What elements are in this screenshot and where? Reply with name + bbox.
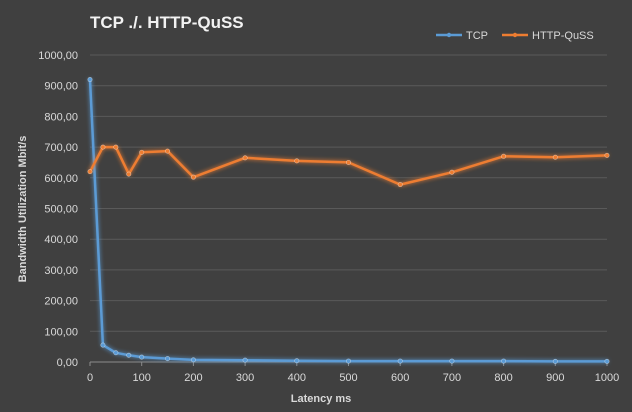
data-point-tcp [139,354,145,360]
data-point-tcp [100,342,106,348]
legend-label-tcp: TCP [466,30,488,42]
data-point-tcp [165,356,171,362]
data-point-http-quss [501,153,507,159]
series-http-quss [87,144,610,188]
x-tick-label: 500 [339,372,357,384]
data-point-http-quss [604,152,610,158]
data-point-tcp [126,352,132,358]
legend-item-tcp: TCP [436,30,488,42]
series-tcp [87,77,610,364]
data-point-tcp [190,357,196,363]
legend-label-http-quss: HTTP-QuSS [532,30,594,42]
x-tick-label: 600 [391,372,409,384]
y-tick-label: 800,00 [44,111,78,123]
y-axis-label: Bandwidth Utilization Mbit/s [17,136,29,283]
data-point-http-quss [242,155,248,161]
data-point-http-quss [345,159,351,165]
data-point-tcp [345,358,351,364]
y-tick-label: 700,00 [44,142,78,154]
y-axis-tick-labels: 0,00 100,00 200,00 300,00 400,00 500,00 600,00… [38,50,78,369]
data-point-tcp [449,358,455,364]
x-tick-label: 400 [288,372,306,384]
y-tick-label: 100,00 [44,326,78,338]
y-tick-label: 200,00 [44,296,78,308]
x-tick-label: 1000 [595,372,619,384]
data-point-http-quss [126,171,132,177]
x-axis-tick-labels: 0 100 200 300 400 500 600 700 800 900 1000 [87,372,619,384]
data-point-http-quss [294,158,300,164]
x-tick-label: 0 [87,372,93,384]
data-point-http-quss [87,169,93,175]
legend: TCP HTTP-QuSS [436,30,594,42]
x-tick-label: 100 [133,372,151,384]
data-point-http-quss [165,148,171,154]
data-point-tcp [113,350,119,356]
legend-item-http-quss: HTTP-QuSS [502,30,594,42]
data-point-tcp [552,358,558,364]
y-tick-label: 600,00 [44,173,78,185]
legend-marker-http-quss [512,32,518,38]
chart-title: TCP ./. HTTP-QuSS [90,13,244,32]
y-tick-label: 500,00 [44,204,78,216]
data-point-http-quss [139,149,145,155]
series-line-tcp [88,78,609,363]
data-point-http-quss [113,144,119,150]
series-lines [87,77,610,364]
data-point-tcp [397,358,403,364]
y-tick-label: 300,00 [44,265,78,277]
y-tick-label: 1000,00 [38,50,78,62]
data-point-http-quss [449,169,455,175]
data-point-http-quss [190,174,196,180]
data-point-tcp [501,358,507,364]
data-point-tcp [294,358,300,364]
x-tick-label: 700 [443,372,461,384]
y-tick-label: 400,00 [44,234,78,246]
data-point-tcp [604,358,610,364]
x-tick-label: 200 [184,372,202,384]
x-tick-label: 800 [494,372,512,384]
x-tick-label: 900 [546,372,564,384]
legend-marker-tcp [446,32,452,38]
x-tick-label: 300 [236,372,254,384]
y-tick-label: 0,00 [57,357,78,369]
data-point-tcp [87,77,93,83]
data-point-tcp [242,357,248,363]
data-point-http-quss [397,182,403,188]
gridlines [90,54,607,332]
x-axis-label: Latency ms [291,393,352,405]
data-point-http-quss [100,144,106,150]
y-tick-label: 900,00 [44,81,78,93]
data-point-http-quss [552,154,558,160]
